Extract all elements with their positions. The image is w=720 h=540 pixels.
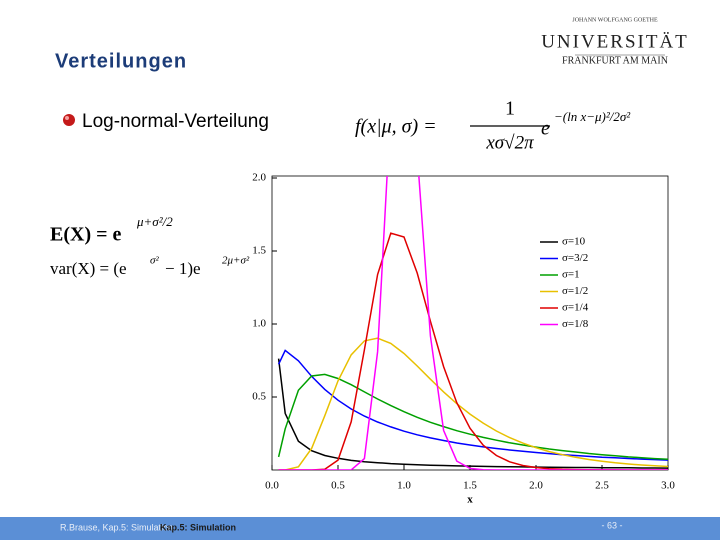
footer-chapter: Kap.5: Simulation bbox=[160, 522, 236, 532]
x-tick-label: 0.0 bbox=[265, 480, 279, 492]
x-tick-label: 0.5 bbox=[331, 480, 345, 492]
var-lhs: var(X) = (e bbox=[50, 259, 127, 278]
x-tick-label: 2.0 bbox=[529, 480, 543, 492]
mean-exponent: μ+σ²/2 bbox=[136, 214, 173, 229]
y-tick-label: 2.0 bbox=[252, 172, 266, 184]
footer-page: - 63 - bbox=[601, 520, 622, 530]
logo-top: JOHANN WOLFGANG GOETHE bbox=[572, 17, 658, 23]
y-tick-label: 1.0 bbox=[252, 318, 266, 330]
bullet-shine bbox=[65, 116, 69, 120]
x-axis-label: x bbox=[467, 494, 473, 506]
x-tick-label: 2.5 bbox=[595, 480, 609, 492]
y-tick-label: 0.5 bbox=[252, 391, 266, 403]
mean-lhs: E(X) = e bbox=[50, 224, 122, 246]
bullet-text: Log-normal-Verteilung bbox=[82, 111, 269, 132]
formula-exponent: −(ln x−μ)²/2σ² bbox=[554, 109, 631, 124]
slide-title: Verteilungen bbox=[55, 50, 187, 72]
var-exp2: 2μ+σ² bbox=[222, 255, 250, 267]
legend-label: σ=1 bbox=[562, 269, 580, 281]
x-tick-label: 3.0 bbox=[661, 480, 675, 492]
series-line bbox=[277, 358, 668, 469]
plot-frame bbox=[271, 175, 669, 471]
formula-denominator: xσ√2π bbox=[485, 132, 534, 153]
bullet-icon bbox=[63, 114, 75, 126]
y-tick-label: 1.5 bbox=[252, 245, 266, 257]
chart: 0.0 0.5 1.0 1.5 2.0 2.5 3.0 0.5 1.0 1.5 2.0 x σ=10 σ=… bbox=[252, 172, 675, 506]
formula-base: e bbox=[541, 118, 550, 140]
footer-author: R.Brause, Kap.5: Simulation bbox=[60, 522, 173, 532]
x-tick-label: 1.5 bbox=[463, 480, 477, 492]
formula-lhs: f(x|μ, σ) = bbox=[355, 116, 437, 138]
footer-bar bbox=[0, 517, 720, 540]
series-line bbox=[277, 373, 668, 461]
legend-label: σ=10 bbox=[562, 236, 586, 248]
logo-city: FRANKFURT AM MAIN bbox=[562, 55, 668, 66]
var-mid: − 1)e bbox=[165, 259, 201, 278]
series-line bbox=[278, 176, 668, 470]
formula-numerator: 1 bbox=[505, 98, 515, 120]
legend-label: σ=1/4 bbox=[562, 302, 589, 314]
legend-label: σ=1/2 bbox=[562, 285, 588, 297]
series-line bbox=[278, 337, 668, 470]
logo-name: UNIVERSITÄT bbox=[541, 31, 689, 52]
var-exp1: σ² bbox=[150, 255, 159, 267]
legend-label: σ=3/2 bbox=[562, 252, 588, 264]
series-line bbox=[277, 349, 668, 461]
legend-label: σ=1/8 bbox=[562, 318, 589, 330]
x-tick-label: 1.0 bbox=[397, 480, 411, 492]
